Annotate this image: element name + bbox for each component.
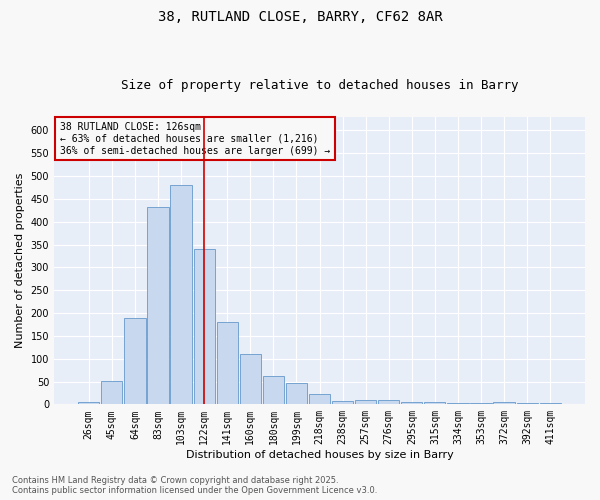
Bar	[493, 402, 515, 404]
Bar	[448, 402, 469, 404]
Bar	[170, 185, 191, 404]
X-axis label: Distribution of detached houses by size in Barry: Distribution of detached houses by size …	[185, 450, 454, 460]
Text: 38, RUTLAND CLOSE, BARRY, CF62 8AR: 38, RUTLAND CLOSE, BARRY, CF62 8AR	[158, 10, 442, 24]
Bar	[309, 394, 330, 404]
Bar	[263, 376, 284, 404]
Bar	[401, 402, 422, 404]
Bar	[217, 322, 238, 404]
Bar	[378, 400, 400, 404]
Title: Size of property relative to detached houses in Barry: Size of property relative to detached ho…	[121, 79, 518, 92]
Bar	[148, 207, 169, 404]
Bar	[78, 402, 100, 404]
Y-axis label: Number of detached properties: Number of detached properties	[15, 173, 25, 348]
Bar	[286, 383, 307, 404]
Bar	[332, 401, 353, 404]
Text: Contains HM Land Registry data © Crown copyright and database right 2025.
Contai: Contains HM Land Registry data © Crown c…	[12, 476, 377, 495]
Bar	[194, 249, 215, 404]
Bar	[239, 354, 261, 405]
Text: 38 RUTLAND CLOSE: 126sqm
← 63% of detached houses are smaller (1,216)
36% of sem: 38 RUTLAND CLOSE: 126sqm ← 63% of detach…	[59, 122, 330, 156]
Bar	[355, 400, 376, 404]
Bar	[424, 402, 445, 404]
Bar	[101, 380, 122, 404]
Bar	[124, 318, 146, 404]
